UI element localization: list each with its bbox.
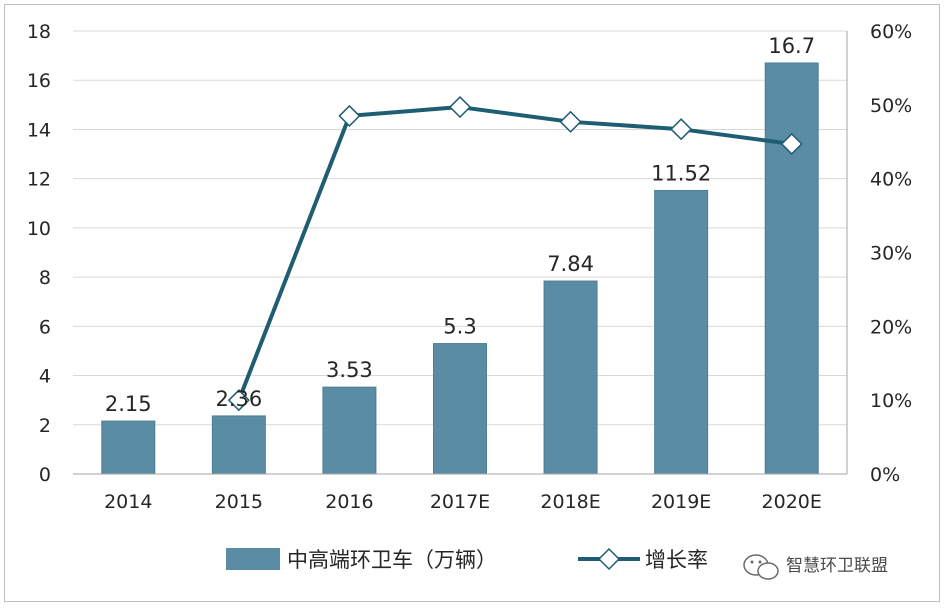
bar <box>543 280 598 475</box>
y2-tick-label: 40% <box>870 169 912 191</box>
legend-line-label: 增长率 <box>645 548 708 572</box>
data-labels: 2.15 2.36 3.53 5.3 7.84 11.52 16.7 <box>105 34 815 416</box>
bar <box>654 189 709 475</box>
line-marker <box>670 118 693 141</box>
y2-tick-label: 60% <box>870 21 912 43</box>
y-tick-label: 2 <box>39 415 51 437</box>
legend: 中高端环卫车（万辆） 增长率 <box>226 547 708 572</box>
growth-line <box>236 105 792 401</box>
y-tick-label: 4 <box>39 366 51 388</box>
y-tick-label: 18 <box>27 21 51 43</box>
growth-line-series <box>227 95 803 412</box>
bar-data-label: 11.52 <box>651 161 711 185</box>
y2-tick-label: 50% <box>870 95 912 117</box>
legend-diamond-marker <box>597 547 621 571</box>
y2-tick-label: 20% <box>870 316 912 338</box>
bar-data-label: 3.53 <box>326 358 373 382</box>
y-tick-label: 0 <box>39 464 51 486</box>
bar-data-label: 16.7 <box>768 34 815 58</box>
bar <box>322 386 377 475</box>
y-tick-label: 6 <box>39 316 51 338</box>
line-marker <box>780 132 803 156</box>
watermark-text: 智慧环卫联盟 <box>786 556 888 576</box>
bar-data-label: 2.15 <box>105 392 152 416</box>
y-tick-label: 12 <box>27 169 51 191</box>
legend-bar-swatch <box>226 548 280 570</box>
line-marker <box>448 95 472 119</box>
x-tick-label: 2014 <box>104 491 152 513</box>
axes: 0 2 4 6 8 10 12 14 16 18 0% 10% 20% 30% 40% 50% 60% 2014 2… <box>27 21 912 513</box>
x-tick-label: 2016 <box>325 491 373 513</box>
bar <box>764 62 819 475</box>
x-tick-label: 2019E <box>651 491 711 513</box>
y2-tick-label: 0% <box>870 464 900 486</box>
y-tick-label: 16 <box>27 70 51 92</box>
bar-data-label: 5.3 <box>443 315 476 339</box>
bar-data-label: 7.84 <box>547 252 594 276</box>
x-tick-label: 2017E <box>430 491 490 513</box>
legend-bar-label: 中高端环卫车（万辆） <box>287 548 497 572</box>
bar <box>211 415 266 475</box>
gridlines <box>73 30 847 426</box>
bar <box>101 420 156 475</box>
y-tick-label: 10 <box>27 218 51 240</box>
line-marker <box>559 110 582 133</box>
wechat-icon <box>743 554 779 580</box>
y-tick-label: 8 <box>39 267 51 289</box>
watermark: 智慧环卫联盟 <box>743 554 888 580</box>
bar-series <box>101 62 819 475</box>
bar <box>433 343 487 475</box>
line-marker <box>338 104 361 127</box>
line-marker <box>227 389 250 412</box>
y2-tick-label: 10% <box>870 390 912 412</box>
x-tick-label: 2015 <box>215 491 263 513</box>
x-tick-label: 2020E <box>762 491 822 513</box>
bar-data-label: 2.36 <box>215 387 262 411</box>
y-tick-label: 14 <box>27 119 51 141</box>
y2-tick-label: 30% <box>870 243 912 265</box>
x-tick-label: 2018E <box>540 491 600 513</box>
